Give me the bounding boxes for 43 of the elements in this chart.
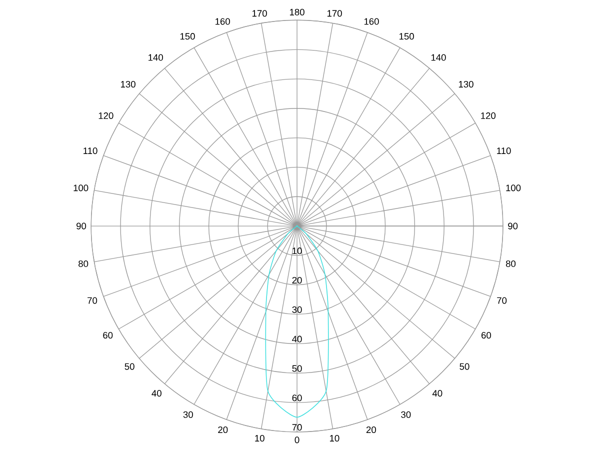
spoke-label: 50 bbox=[460, 363, 470, 370]
spoke-label: 50 bbox=[124, 363, 134, 370]
spoke-label: 150 bbox=[400, 33, 414, 40]
spoke-label: 180 bbox=[290, 8, 304, 16]
spoke-label: 160 bbox=[364, 18, 379, 25]
y-tick-label: 30 bbox=[292, 306, 302, 313]
spoke-label: 40 bbox=[432, 390, 442, 397]
spoke-label: 160 bbox=[216, 18, 230, 25]
spoke-label: 110 bbox=[497, 148, 511, 154]
spoke-label: 30 bbox=[401, 411, 411, 418]
spoke-label: 70 bbox=[497, 297, 507, 304]
spoke-label: 10 bbox=[255, 434, 264, 442]
spoke-label: 20 bbox=[218, 426, 228, 434]
spoke-label: 170 bbox=[252, 10, 267, 17]
spoke-label: 80 bbox=[78, 260, 88, 267]
spoke-label: 150 bbox=[180, 33, 195, 40]
y-tick-label: 60 bbox=[292, 394, 302, 402]
spoke-label: 0 bbox=[294, 436, 300, 444]
spoke-label: 60 bbox=[482, 332, 492, 339]
y-tick-label: 50 bbox=[292, 365, 302, 372]
spoke-label: 120 bbox=[481, 112, 496, 119]
y-tick-label: 10 bbox=[292, 248, 302, 254]
spoke-label: 90 bbox=[508, 222, 518, 230]
spoke-label: 20 bbox=[366, 426, 376, 434]
y-tick-label: 70 bbox=[292, 424, 302, 431]
spoke-label: 30 bbox=[183, 411, 193, 418]
spoke-label: 130 bbox=[458, 80, 474, 88]
spoke-label: 70 bbox=[88, 297, 98, 304]
spoke-label: 10 bbox=[330, 434, 340, 442]
spoke-label: 100 bbox=[506, 184, 521, 192]
y-tick-label: 20 bbox=[292, 276, 302, 284]
spoke-label: 130 bbox=[120, 80, 136, 88]
spoke-label: 110 bbox=[84, 148, 98, 154]
spoke-label: 120 bbox=[98, 112, 114, 119]
spoke-label: 140 bbox=[148, 54, 163, 61]
spoke-label: 60 bbox=[103, 332, 113, 339]
y-tick-label: 40 bbox=[292, 336, 302, 342]
spoke-label: 90 bbox=[76, 222, 86, 230]
spoke-label: 170 bbox=[327, 10, 342, 17]
spoke-label: 80 bbox=[506, 260, 516, 267]
spoke-label: 40 bbox=[152, 390, 162, 397]
spoke-label: 140 bbox=[431, 54, 446, 61]
spoke-label: 100 bbox=[74, 184, 88, 192]
